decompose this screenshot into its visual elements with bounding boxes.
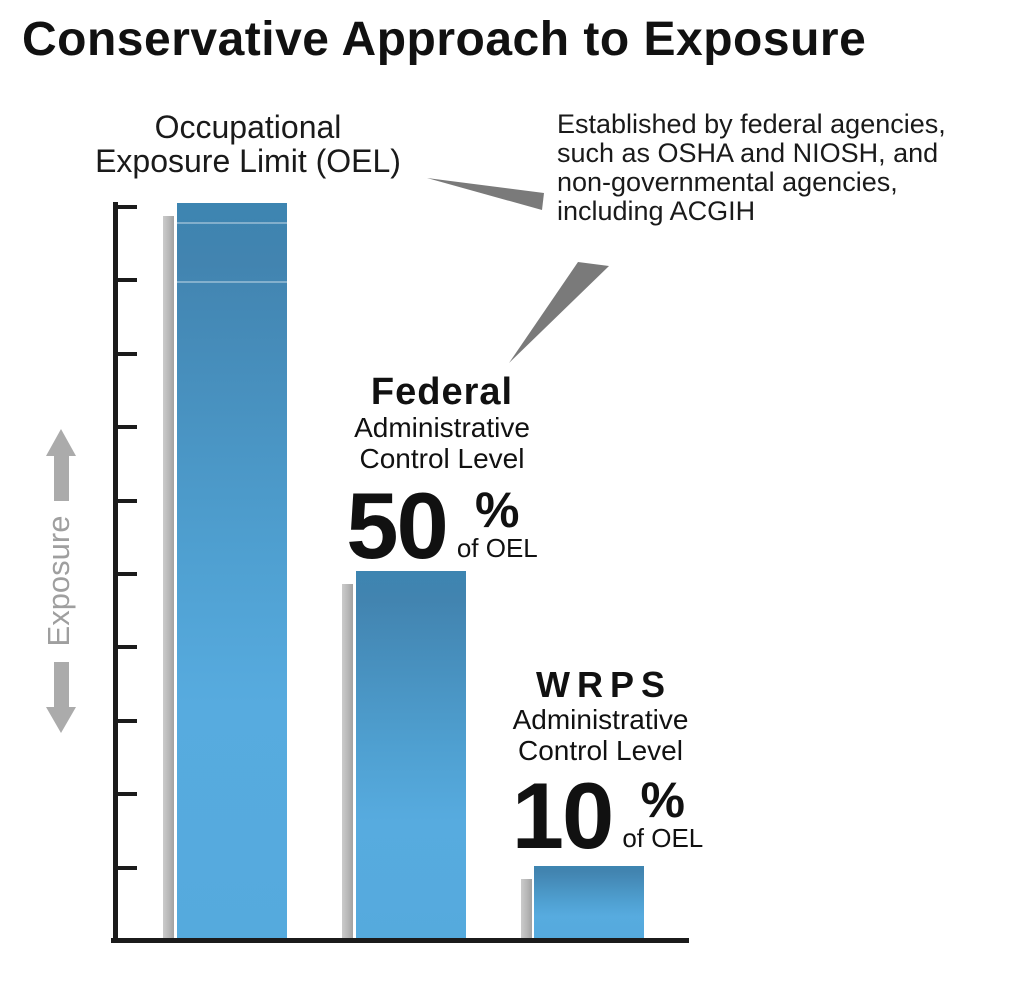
federal-value: 50 bbox=[346, 473, 449, 578]
y-axis-tick bbox=[118, 792, 137, 797]
y-axis-tick bbox=[118, 498, 137, 503]
y-axis-tick bbox=[118, 351, 137, 356]
bar-wrps-shadow bbox=[521, 879, 532, 940]
bar-label-wrps-line1: Administrative bbox=[512, 704, 689, 735]
annotation-line: such as OSHA and NIOSH, and bbox=[557, 138, 939, 168]
bar-label-wrps: WRPS Administrative Control Level 10 % o… bbox=[478, 664, 723, 868]
exposure-up-arrow-icon bbox=[46, 429, 76, 501]
federal-value-suffix: % of OEL bbox=[456, 482, 538, 563]
y-axis-tick bbox=[118, 718, 137, 723]
bar-label-federal-line1: Administrative bbox=[354, 412, 530, 443]
wrps-value-suffix: % of OEL bbox=[622, 772, 704, 853]
bar-label-federal: Federal Administrative Control Level 50 … bbox=[317, 371, 567, 578]
bar-label-oel-line1: Occupational bbox=[154, 109, 342, 145]
wrps-unit: of OEL bbox=[622, 823, 704, 853]
wrps-value: 10 bbox=[511, 763, 615, 868]
bar-oel bbox=[177, 203, 287, 940]
bar-wrps bbox=[534, 866, 644, 940]
x-axis bbox=[111, 938, 689, 943]
bar-federal bbox=[356, 571, 466, 940]
annotation-line: Established by federal agencies, bbox=[557, 109, 946, 139]
y-axis-tick bbox=[118, 425, 137, 430]
bar-oel-shadow bbox=[163, 216, 174, 940]
callout-triangle-oel-icon bbox=[427, 178, 544, 210]
bar-label-federal-title: Federal bbox=[370, 371, 514, 413]
federal-unit: of OEL bbox=[456, 533, 538, 563]
federal-percent-sign: % bbox=[475, 482, 520, 538]
bar-label-oel: Occupational Exposure Limit (OEL) bbox=[93, 110, 403, 178]
bar-label-wrps-title: WRPS bbox=[536, 664, 672, 705]
wrps-value-group: 10 % of OEL bbox=[478, 763, 723, 868]
callout-triangle-federal-icon bbox=[509, 262, 609, 363]
wrps-percent-sign: % bbox=[640, 772, 686, 828]
y-axis-tick bbox=[118, 278, 137, 283]
y-axis-label: Exposure bbox=[41, 515, 76, 647]
y-axis-tick bbox=[118, 865, 137, 870]
federal-value-group: 50 % of OEL bbox=[317, 473, 567, 578]
y-axis-tick bbox=[118, 572, 137, 576]
exposure-down-arrow-icon bbox=[46, 662, 76, 733]
annotation-line: non-governmental agencies, bbox=[557, 167, 898, 197]
y-axis-tick bbox=[118, 205, 137, 209]
y-axis-tick bbox=[118, 645, 137, 650]
page-title: Conservative Approach to Exposure bbox=[22, 13, 867, 66]
annotation-line: including ACGIH bbox=[557, 196, 756, 226]
y-axis bbox=[113, 202, 118, 943]
bar-federal-shadow bbox=[342, 584, 353, 940]
bar-label-federal-line2: Control Level bbox=[359, 443, 525, 474]
bar-label-wrps-line2: Control Level bbox=[518, 735, 683, 766]
bar-label-oel-line2: Exposure Limit (OEL) bbox=[95, 143, 401, 179]
annotation-text: Established by federal agencies, such as… bbox=[557, 110, 1007, 226]
